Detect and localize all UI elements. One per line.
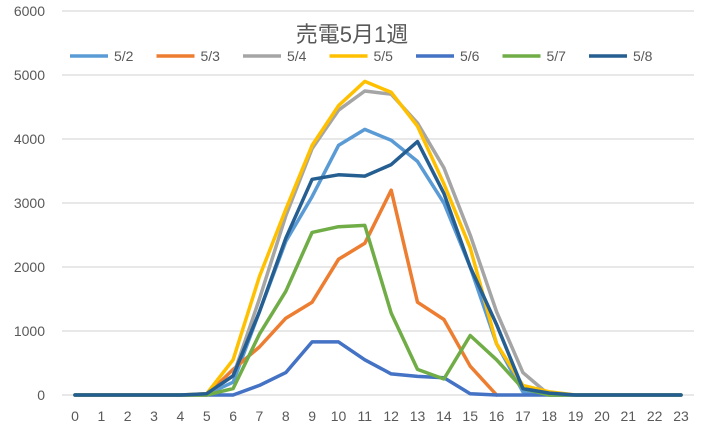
y-tick-label: 0 bbox=[37, 387, 45, 403]
legend-label: 5/7 bbox=[547, 48, 567, 64]
y-tick-label: 1000 bbox=[14, 323, 45, 339]
x-tick-label: 3 bbox=[150, 408, 158, 424]
gridlines bbox=[62, 10, 694, 396]
legend-item: 5/2 bbox=[70, 48, 134, 64]
y-tick-label: 2000 bbox=[14, 259, 45, 275]
legend-label: 5/5 bbox=[374, 48, 394, 64]
x-tick-label: 10 bbox=[331, 408, 347, 424]
legend-item: 5/8 bbox=[589, 48, 653, 64]
x-tick-label: 13 bbox=[410, 408, 426, 424]
legend: 5/2 5/3 5/4 5/5 5/6 5/7 5/8 bbox=[70, 48, 653, 64]
legend-label: 5/3 bbox=[201, 48, 221, 64]
x-tick-label: 14 bbox=[436, 408, 452, 424]
y-tick-label: 6000 bbox=[14, 3, 45, 19]
x-tick-label: 1 bbox=[97, 408, 105, 424]
y-tick-label: 3000 bbox=[14, 195, 45, 211]
series-line-5-8 bbox=[73, 139, 683, 397]
chart-title: 売電5月1週 bbox=[296, 22, 408, 47]
legend-label: 5/6 bbox=[460, 48, 480, 64]
y-tick-label: 5000 bbox=[14, 67, 45, 83]
series-lines bbox=[73, 79, 683, 397]
legend-label: 5/4 bbox=[287, 48, 307, 64]
x-tick-label: 23 bbox=[673, 408, 689, 424]
x-tick-label: 4 bbox=[176, 408, 184, 424]
legend-label: 5/8 bbox=[633, 48, 653, 64]
legend-item: 5/3 bbox=[156, 48, 221, 64]
y-axis-ticks: 0 1000 2000 3000 4000 5000 6000 bbox=[14, 3, 45, 403]
x-tick-label: 19 bbox=[568, 408, 584, 424]
x-tick-label: 15 bbox=[462, 408, 478, 424]
x-tick-label: 17 bbox=[515, 408, 531, 424]
legend-item: 5/4 bbox=[243, 48, 307, 64]
x-tick-label: 12 bbox=[383, 408, 399, 424]
x-tick-label: 0 bbox=[71, 408, 79, 424]
x-tick-label: 20 bbox=[594, 408, 610, 424]
x-tick-label: 9 bbox=[308, 408, 316, 424]
x-tick-label: 21 bbox=[621, 408, 637, 424]
legend-item: 5/7 bbox=[502, 48, 567, 64]
x-tick-label: 5 bbox=[203, 408, 211, 424]
legend-item: 5/6 bbox=[416, 48, 480, 64]
x-tick-label: 18 bbox=[541, 408, 557, 424]
series-line-5-7 bbox=[73, 223, 683, 397]
series-line-5-5 bbox=[73, 79, 683, 397]
x-tick-label: 16 bbox=[489, 408, 505, 424]
x-tick-label: 22 bbox=[647, 408, 663, 424]
x-tick-label: 2 bbox=[124, 408, 132, 424]
x-tick-label: 8 bbox=[282, 408, 290, 424]
x-tick-label: 11 bbox=[358, 408, 373, 424]
legend-item: 5/5 bbox=[329, 48, 394, 64]
x-tick-label: 6 bbox=[229, 408, 237, 424]
series-line-5-6 bbox=[73, 340, 683, 397]
legend-label: 5/2 bbox=[114, 48, 134, 64]
x-axis-ticks: 0 1 2 3 4 5 6 7 8 9 10 11 12 13 14 15 16 17 18 19 20 21 22 23 bbox=[71, 408, 689, 424]
y-tick-label: 4000 bbox=[14, 131, 45, 147]
x-tick-label: 7 bbox=[256, 408, 264, 424]
